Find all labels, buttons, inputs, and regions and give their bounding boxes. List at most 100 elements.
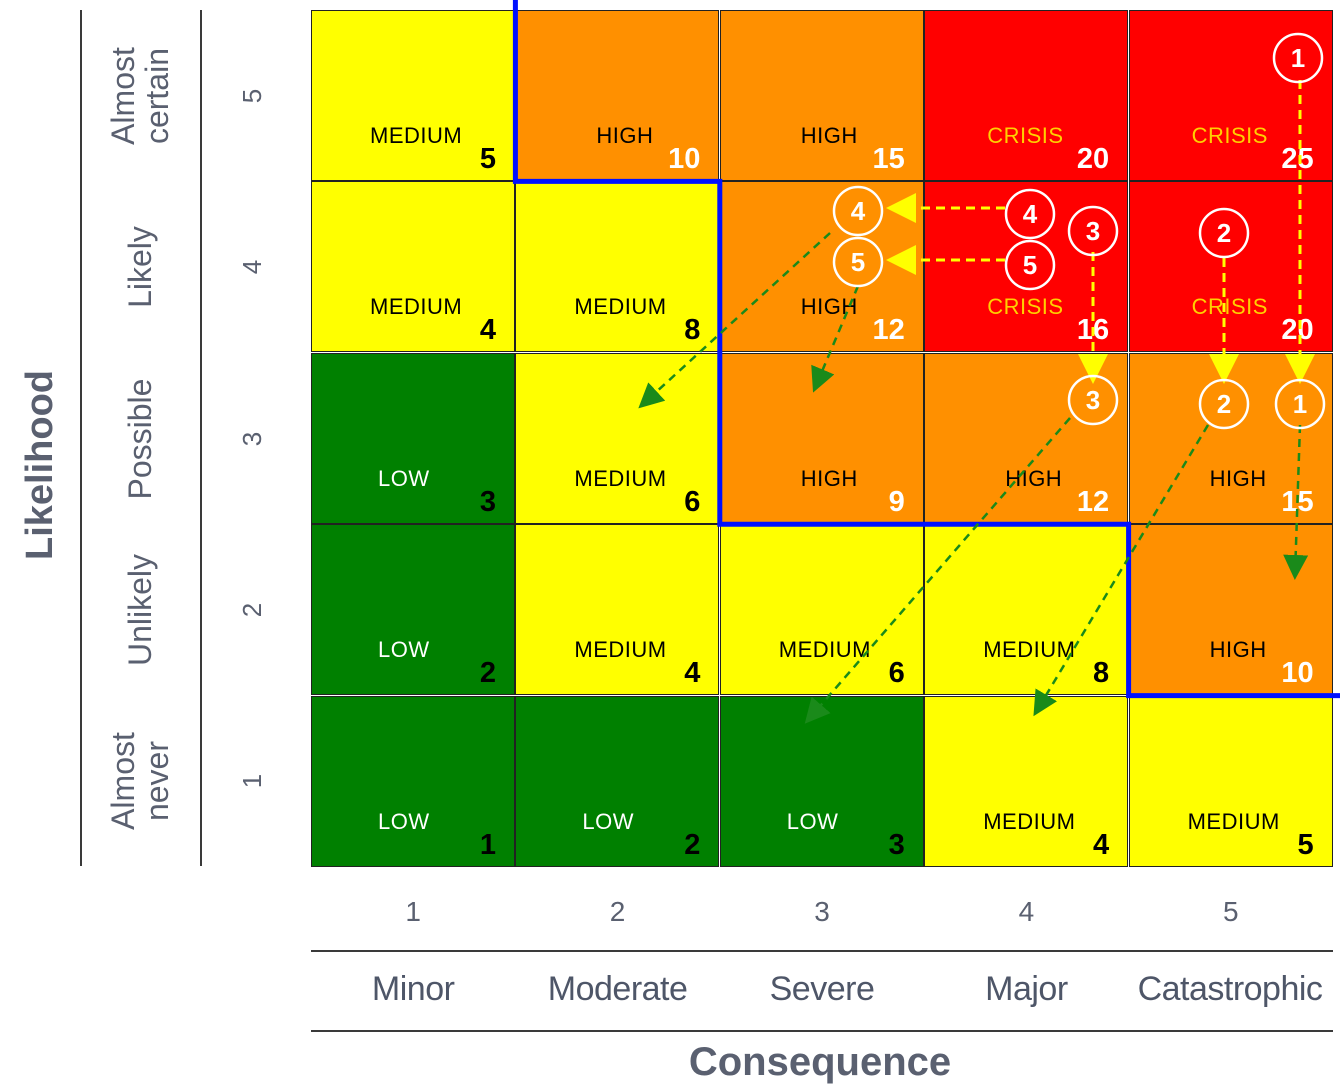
risk-score: 6 [888,657,905,690]
risk-score: 2 [684,828,701,861]
risk-score: 8 [1093,657,1110,690]
risk-level-label: HIGH [1209,465,1267,491]
consequence-label: Catastrophic [1137,970,1323,1008]
risk-level-label: CRISIS [1191,123,1268,148]
risk-score: 12 [1076,485,1110,518]
risk-cell: LOW 1 [311,695,515,867]
risk-boundary-line [512,0,1340,699]
consequence-number: 2 [609,896,626,927]
risk-cell: MEDIUM 4 [924,695,1129,867]
risk-marker-circle [1004,188,1056,240]
risk-marker-label: 5 [851,247,865,277]
risk-level-label: CRISIS [987,123,1064,148]
risk-score: 8 [684,314,701,347]
consequence-label: Major [985,970,1068,1008]
risk-score: 4 [479,314,496,347]
bottom-axis-rule [311,950,1333,952]
risk-score: 10 [668,143,701,175]
risk-level-label: LOW [378,808,430,834]
risk-marker-label: 4 [851,196,866,226]
risk-marker-label: 1 [1293,389,1307,419]
risk-cell: CRISIS 20 [924,10,1129,181]
risk-level-label: LOW [378,465,430,491]
risk-marker-circle [1067,374,1119,426]
risk-level-label: MEDIUM [1187,808,1280,834]
risk-score: 5 [479,143,496,175]
risk-level-label: HIGH [800,123,858,148]
risk-score: 2 [479,657,496,690]
green-arrow [804,417,1071,724]
risk-score: 5 [1297,828,1314,861]
risk-marker-label: 3 [1086,385,1100,415]
risk-level-label: LOW [786,808,839,834]
left-axis-rule [200,10,202,866]
risk-cell: LOW 3 [719,695,924,867]
risk-marker-circle [1274,378,1326,430]
risk-level-label: MEDIUM [983,808,1076,834]
risk-marker-circle [832,236,884,288]
risk-score: 12 [872,314,905,347]
risk-score: 15 [872,143,905,175]
risk-level-label: CRISIS [1191,294,1268,320]
risk-score: 20 [1076,143,1110,175]
risk-marker-circle [832,185,884,237]
risk-level-label: HIGH [1209,637,1267,663]
risk-cell: MEDIUM 5 [311,10,515,181]
consequence-number: 5 [1223,896,1239,927]
risk-score: 4 [1093,828,1110,861]
risk-level-label: HIGH [596,123,654,148]
risk-cell: LOW 2 [515,695,720,867]
green-arrow [1283,424,1309,580]
risk-marker-label: 1 [1291,43,1305,73]
risk-cell: MEDIUM 6 [515,352,720,524]
risk-level-label: MEDIUM [983,637,1076,663]
risk-score: 25 [1281,143,1314,175]
risk-score: 4 [684,657,701,690]
consequence-axis-title: Consequence [688,1040,952,1084]
risk-cell: LOW 3 [311,352,515,524]
green-arrow [638,232,831,409]
consequence-number: 1 [405,896,421,927]
risk-cell: MEDIUM 4 [515,524,720,696]
risk-cell: MEDIUM 8 [515,181,720,353]
risk-level-label: MEDIUM [778,637,872,663]
risk-cell: CRISIS 16 [924,181,1129,353]
risk-score: 3 [888,828,905,861]
bottom-axis-rule [311,1030,1333,1032]
left-axis-rule [80,10,82,866]
consequence-label: Minor [371,970,455,1008]
risk-score: 10 [1281,657,1314,690]
risk-score: 3 [479,485,496,518]
risk-marker-circle [1067,205,1119,257]
risk-score: 6 [684,485,701,518]
risk-level-label: MEDIUM [574,294,667,320]
consequence-number: 3 [814,896,830,927]
risk-cell: MEDIUM 4 [311,181,515,353]
risk-level-label: MEDIUM [574,465,667,491]
consequence-number: 4 [1018,896,1035,927]
risk-score: 9 [888,485,905,518]
risk-cell: HIGH 15 [719,10,924,181]
risk-marker-circle [1198,207,1250,259]
risk-marker-circle [1198,378,1250,430]
risk-level-label: MEDIUM [370,123,463,148]
consequence-label: Moderate [547,970,688,1008]
risk-cell: MEDIUM 5 [1128,695,1333,867]
risk-level-label: LOW [378,637,430,663]
risk-marker-label: 4 [1023,199,1038,229]
risk-level-label: LOW [582,808,635,834]
risk-score: 1 [479,828,496,861]
risk-level-label: MEDIUM [370,294,463,320]
risk-cell: MEDIUM 6 [719,524,924,696]
risk-marker-label: 2 [1217,218,1231,248]
risk-cell: LOW 2 [311,524,515,696]
risk-score: 20 [1281,314,1314,347]
risk-level-label: HIGH [800,465,858,491]
risk-level-label: HIGH [800,294,858,320]
risk-level-label: MEDIUM [574,637,667,663]
risk-level-label: HIGH [1005,465,1063,491]
risk-marker-circle [1272,32,1324,84]
risk-marker-label: 5 [1023,250,1037,280]
green-arrow [1033,424,1210,717]
